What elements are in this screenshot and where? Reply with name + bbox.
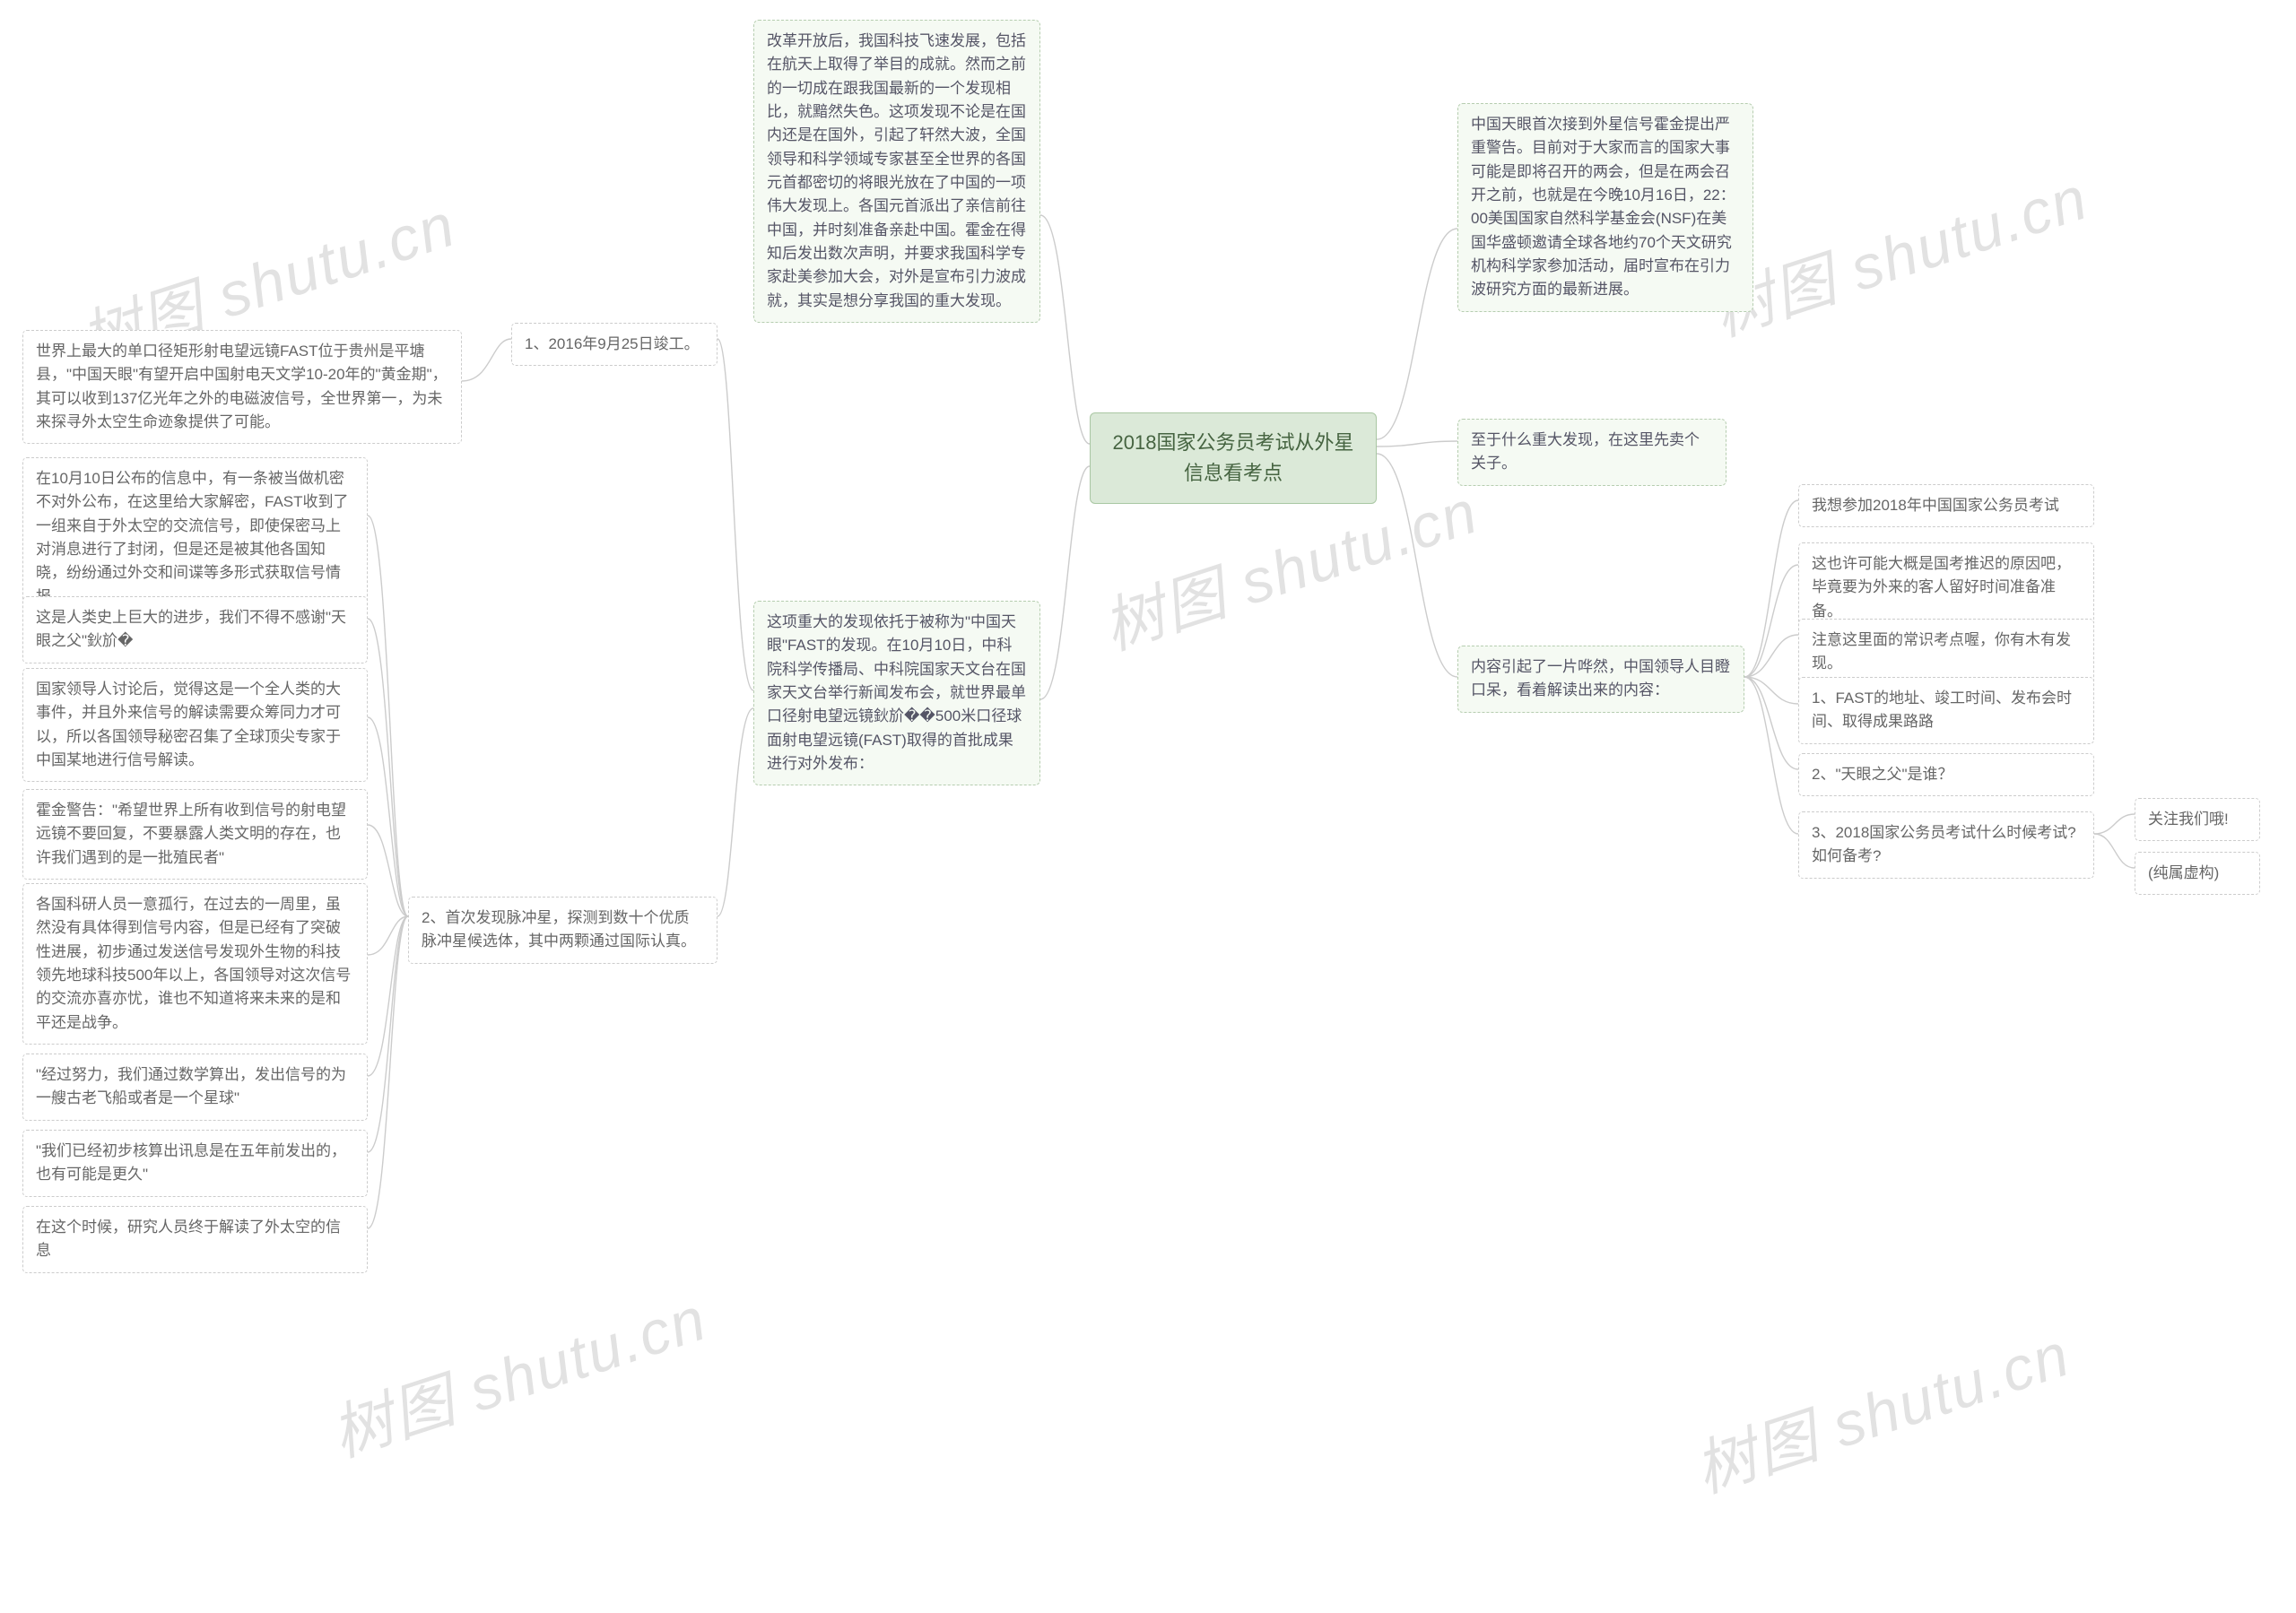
left-sub-completed[interactable]: 1、2016年9月25日竣工。	[511, 323, 718, 366]
right-leaf-when[interactable]: 3、2018国家公务员考试什么时候考试?如何备考?	[1798, 811, 2094, 879]
right-leaf-fastinfo[interactable]: 1、FAST的地址、竣工时间、发布会时间、取得成果路路	[1798, 677, 2094, 744]
right-leaf-father[interactable]: 2、"天眼之父"是谁？	[1798, 753, 2094, 796]
left-leaf-decode[interactable]: 在这个时候，研究人员终于解读了外太空的信息	[22, 1206, 368, 1273]
left-branch-intro[interactable]: 改革开放后，我国科技飞速发展，包括在航天上取得了举目的成就。然而之前的一切成在跟…	[753, 20, 1040, 323]
right-leaf-follow[interactable]: 关注我们哦!	[2135, 798, 2260, 841]
right-leaf-exam[interactable]: 我想参加2018年中国国家公务员考试	[1798, 484, 2094, 527]
left-leaf-leaders[interactable]: 国家领导人讨论后，觉得这是一个全人类的大事件，并且外来信号的解读需要众筹同力才可…	[22, 668, 368, 782]
watermark: 树图 shutu.cn	[318, 1269, 716, 1473]
root-node[interactable]: 2018国家公务员考试从外星信息看考点	[1090, 412, 1377, 504]
left-leaf-overview[interactable]: 世界上最大的单口径矩形射电望远镜FAST位于贵州是平塘县，"中国天眼"有望开启中…	[22, 330, 462, 444]
right-branch-tease[interactable]: 至于什么重大发现，在这里先卖个关子。	[1457, 419, 1726, 486]
left-leaf-progress[interactable]: 这是人类史上巨大的进步，我们不得不感谢"天眼之父"鈥斺�	[22, 596, 368, 663]
left-leaf-math[interactable]: "经过努力，我们通过数学算出，发出信号的为一艘古老飞船或者是一个星球"	[22, 1054, 368, 1121]
left-leaf-secret[interactable]: 在10月10日公布的信息中，有一条被当做机密不对外公布，在这里给大家解密，FAS…	[22, 457, 368, 619]
watermark: 树图 shutu.cn	[1700, 148, 2097, 352]
right-branch-warning[interactable]: 中国天眼首次接到外星信号霍金提出严重警告。目前对于大家而言的国家大事可能是即将召…	[1457, 103, 1753, 312]
left-sub-pulsar[interactable]: 2、首次发现脉冲星，探测到数十个优质脉冲星候选体，其中两颗通过国际认真。	[408, 897, 718, 964]
right-branch-content[interactable]: 内容引起了一片哗然，中国领导人目瞪口呆，看着解读出来的内容：	[1457, 646, 1744, 713]
left-branch-fast[interactable]: 这项重大的发现依托于被称为"中国天眼"FAST的发现。在10月10日，中科院科学…	[753, 601, 1040, 785]
right-leaf-fiction[interactable]: (纯属虚构)	[2135, 852, 2260, 895]
watermark: 树图 shutu.cn	[1682, 1305, 2079, 1509]
left-leaf-hawking[interactable]: 霍金警告："希望世界上所有收到信号的射电望远镜不要回复，不要暴露人类文明的存在，…	[22, 789, 368, 880]
right-leaf-notice[interactable]: 注意这里面的常识考点喔，你有木有发现。	[1798, 619, 2094, 686]
left-leaf-research[interactable]: 各国科研人员一意孤行，在过去的一周里，虽然没有具体得到信号内容，但是已经有了突破…	[22, 883, 368, 1045]
left-leaf-fiveyears[interactable]: "我们已经初步核算出讯息是在五年前发出的，也有可能是更久"	[22, 1130, 368, 1197]
